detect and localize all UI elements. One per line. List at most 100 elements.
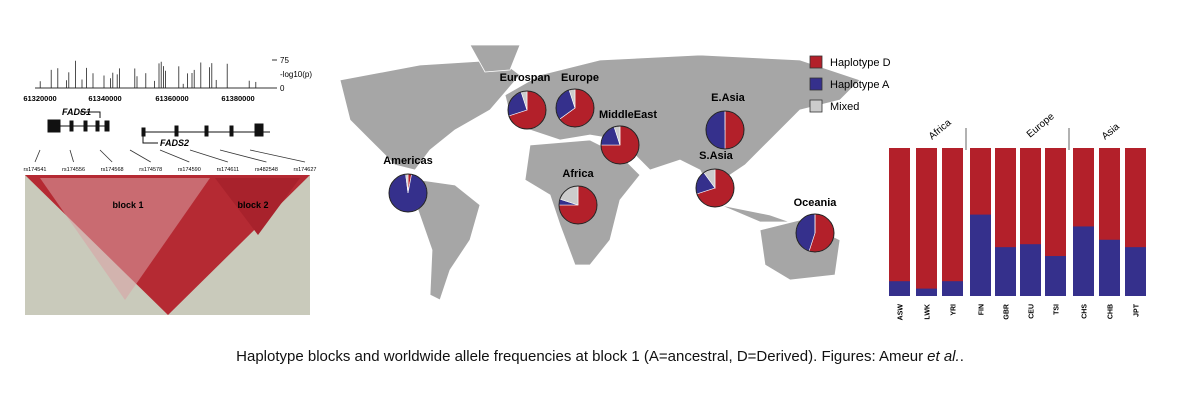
bar-background [916, 148, 937, 296]
south-america [417, 179, 481, 301]
region-label: E.Asia [711, 92, 746, 104]
gene-label: FADS2 [160, 138, 189, 148]
caption-text: Haplotype blocks and worldwide allele fr… [236, 348, 924, 365]
population-label: CHS [1082, 304, 1089, 319]
pie-outline [507, 90, 547, 130]
bar-haplotype-a [942, 281, 963, 296]
y-tick-label: 75 [280, 56, 289, 65]
exon [47, 119, 61, 133]
pie-outline [388, 173, 428, 213]
y-axis-label: -log10(p) [280, 70, 312, 79]
bar-haplotype-a [995, 247, 1016, 296]
snp-label: rs174568 [101, 167, 124, 173]
population-label: ASW [898, 304, 905, 321]
snp-connector [219, 149, 267, 163]
ld-block-pattern [40, 178, 210, 300]
ld-block-2 [215, 178, 300, 235]
block-label: block 1 [112, 200, 143, 210]
snp-connector [249, 149, 306, 163]
indonesia [719, 204, 791, 223]
bar-background [889, 148, 910, 296]
pie-outline [600, 125, 640, 165]
snp-connector [159, 149, 190, 163]
caption: Haplotype blocks and worldwide allele fr… [0, 348, 1200, 365]
population-label: CEU [1029, 304, 1036, 319]
snp-label: rs174611 [217, 167, 240, 173]
bar-haplotype-a [1045, 256, 1066, 296]
legend-swatch [809, 99, 823, 113]
region-label: Africa [562, 168, 594, 180]
region-label: MiddleEast [599, 109, 657, 121]
gene-models [47, 111, 270, 144]
legend-label: Haplotype D [830, 57, 891, 69]
population-label: LWK [925, 304, 932, 320]
legend-label: Haplotype A [830, 79, 890, 91]
pie-outline [705, 110, 745, 150]
snp-label: rs174590 [178, 167, 201, 173]
eurasia [504, 54, 861, 201]
caption-emphasis: et al. [927, 348, 960, 365]
snp-label: rs174556 [62, 167, 85, 173]
north-america [339, 59, 521, 171]
bar-haplotype-a [1099, 239, 1120, 296]
pie-outline [555, 88, 595, 128]
exon [204, 125, 209, 137]
snp-connector [69, 149, 74, 163]
bar-haplotype-a [1125, 247, 1146, 296]
snp-connector [34, 149, 41, 163]
pie-outline [558, 185, 598, 225]
position-label: 61340000 [88, 94, 121, 103]
figure: 75 -log10(p) 0 61320000 61340000 61360000 6138… [23, 44, 1146, 321]
exon [95, 120, 100, 132]
bar-haplotype-a [1020, 244, 1041, 296]
population-label: TSI [1054, 304, 1061, 315]
bar-background [942, 148, 963, 296]
group-label: Africa [927, 117, 954, 142]
bar-haplotype-a [1073, 226, 1094, 296]
bar-haplotype-a [889, 281, 910, 296]
legend-swatch [809, 77, 823, 91]
exon [104, 120, 110, 132]
snp-connector [189, 149, 228, 163]
position-label: 61320000 [23, 94, 56, 103]
group-label: Asia [1100, 121, 1122, 142]
y-tick-label: 0 [280, 84, 285, 93]
population-label: GBR [1004, 304, 1011, 320]
pie-outline [795, 213, 835, 253]
region-label: Europe [561, 72, 599, 84]
legend-label: Mixed [830, 101, 859, 113]
snp-connector [99, 149, 113, 163]
pie-outline [695, 168, 735, 208]
bar-haplotype-a [970, 214, 991, 296]
exon [174, 125, 179, 137]
snp-label: rs174627 [294, 167, 317, 173]
snp-connector [129, 149, 151, 163]
population-label: CHB [1108, 304, 1115, 319]
population-label: JPT [1134, 303, 1141, 317]
region-label: Oceania [794, 197, 838, 209]
exon [83, 120, 88, 132]
exon [254, 123, 264, 137]
population-label: YRI [951, 304, 958, 316]
gene-label: FADS1 [62, 107, 91, 117]
position-label: 61380000 [221, 94, 254, 103]
snp-label: rs174541 [24, 167, 47, 173]
world-map [339, 44, 861, 301]
exon [229, 125, 234, 137]
caption-end: . [959, 348, 964, 365]
exon [69, 120, 74, 132]
greenland [469, 44, 521, 73]
arrow [80, 111, 101, 118]
bar-haplotype-a [916, 288, 937, 296]
region-label: Americas [383, 155, 433, 167]
exon [141, 127, 146, 137]
snp-label: rs482548 [255, 167, 278, 173]
snp-label: rs174578 [139, 167, 162, 173]
region-label: Eurospan [500, 72, 551, 84]
legend-swatch [809, 55, 823, 69]
population-label: FIN [979, 304, 986, 315]
region-label: S.Asia [699, 150, 734, 162]
group-label: Europe [1025, 111, 1057, 140]
block-label: block 2 [237, 200, 268, 210]
